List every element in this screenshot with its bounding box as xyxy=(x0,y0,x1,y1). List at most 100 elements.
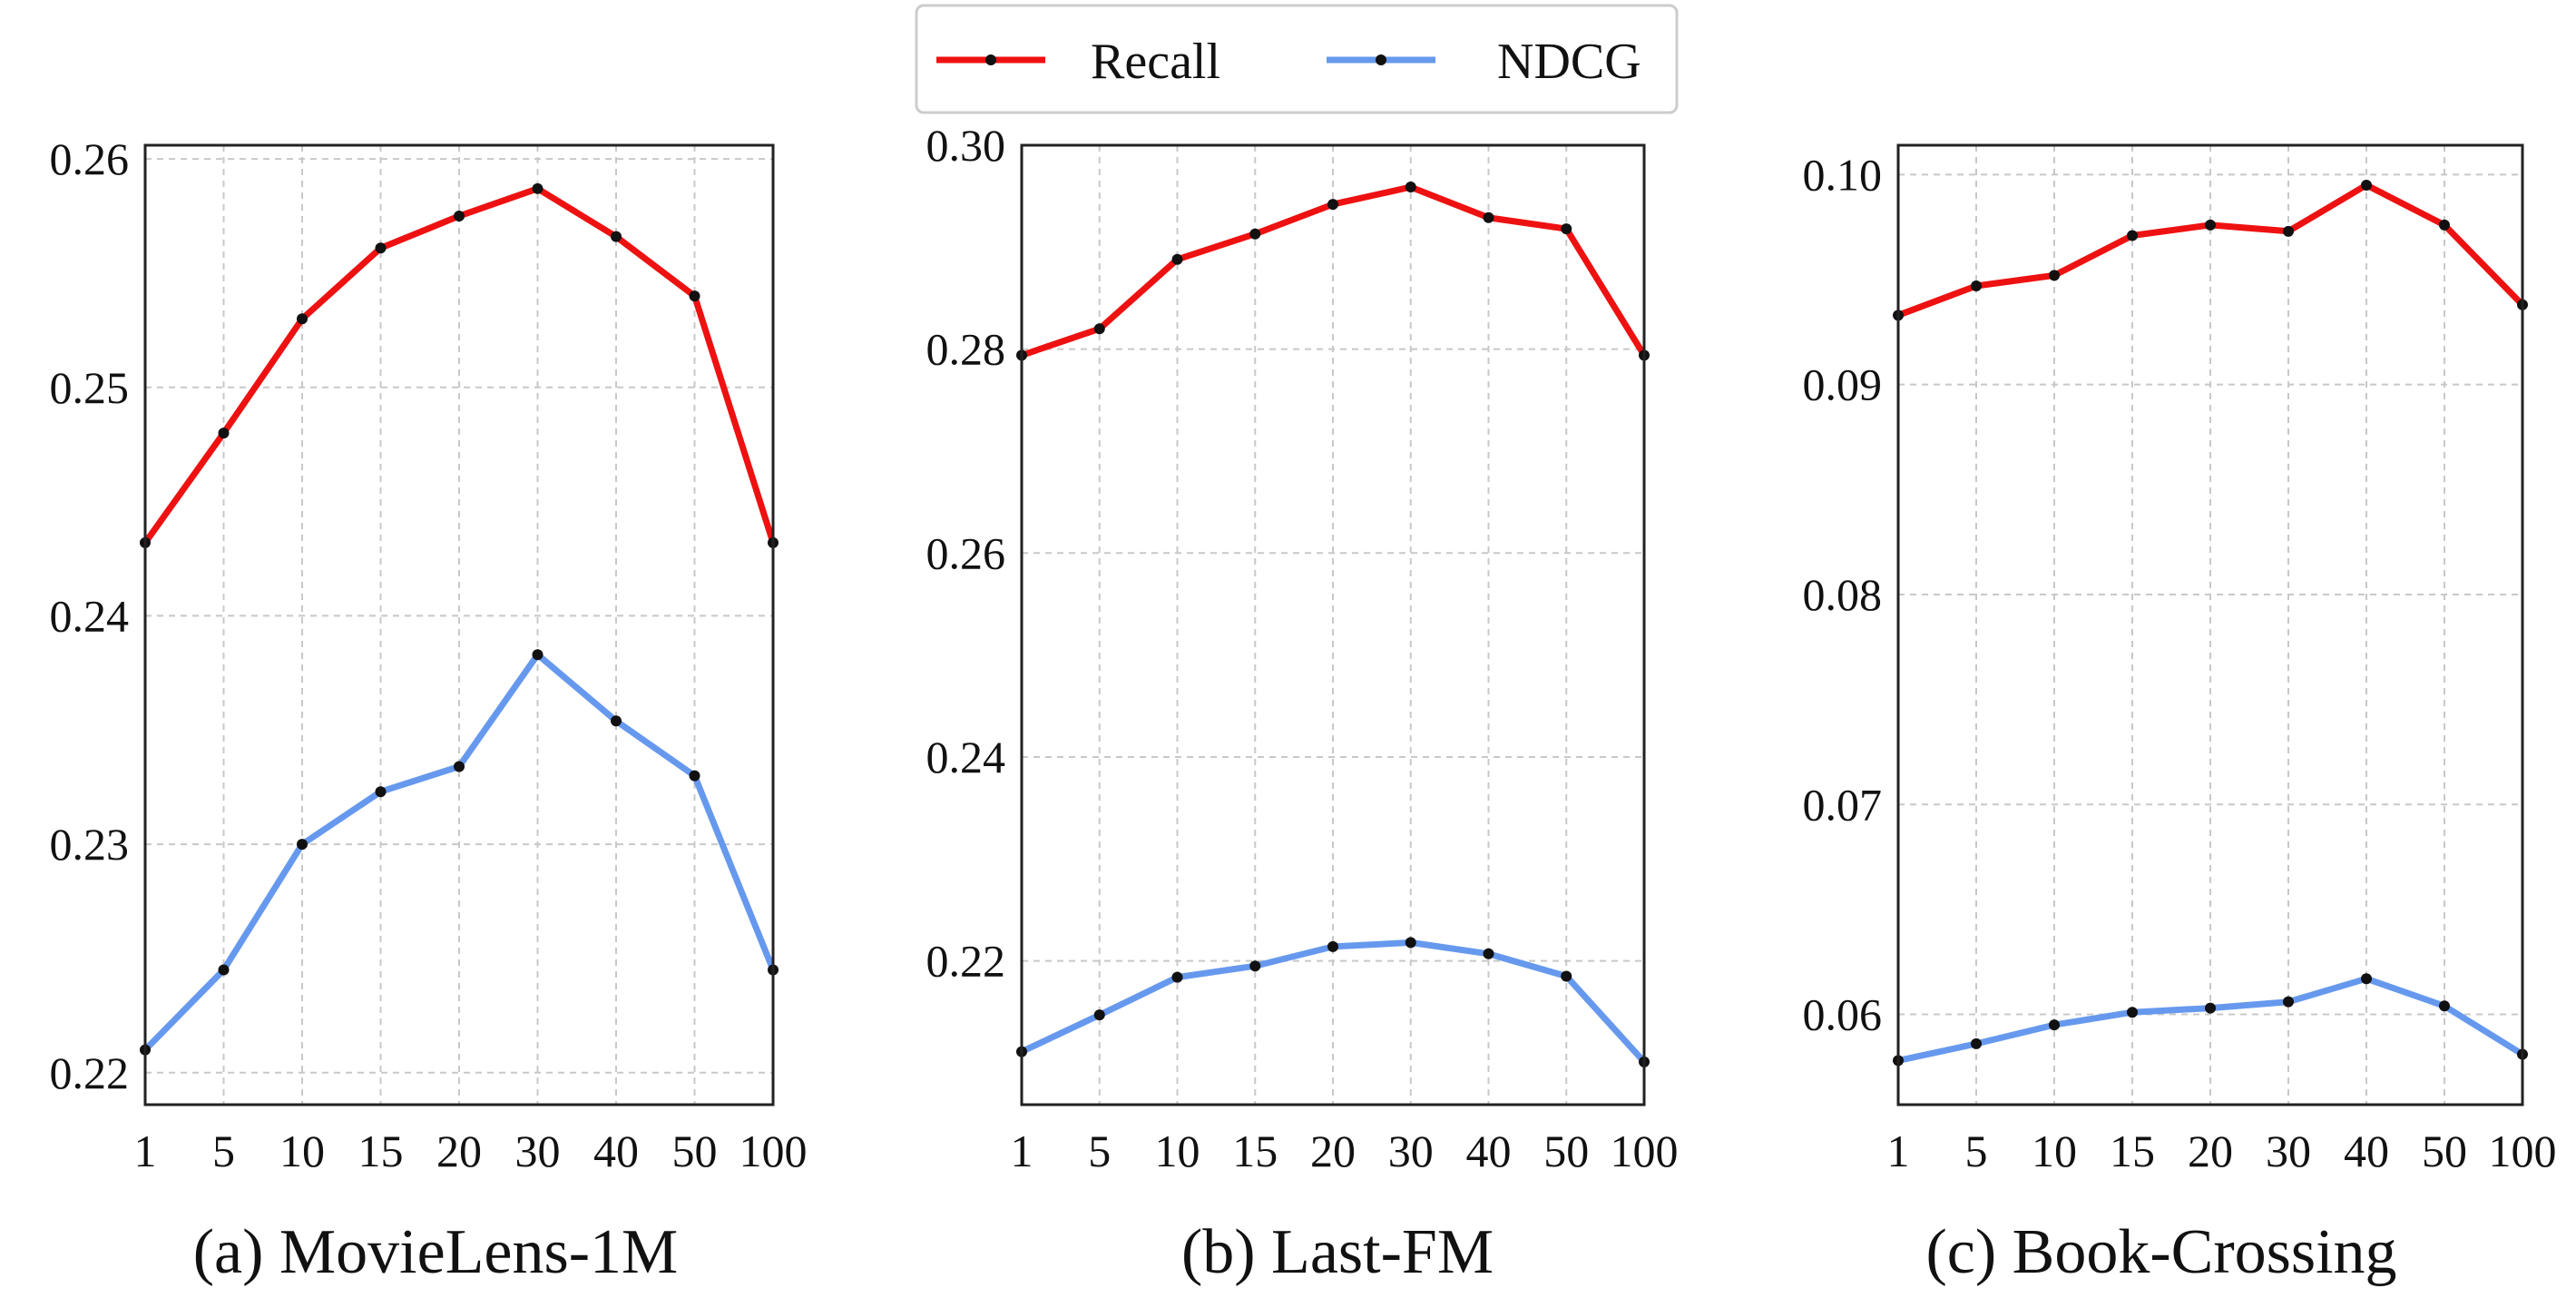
x-tick-label: 5 xyxy=(1965,1126,1988,1176)
ndcg-point xyxy=(297,839,308,851)
x-tick-label: 100 xyxy=(739,1126,808,1176)
y-tick-label: 0.26 xyxy=(926,527,1006,578)
x-tick-label: 20 xyxy=(1310,1126,1356,1176)
y-tick-label: 0.26 xyxy=(50,133,130,184)
y-tick-label: 0.24 xyxy=(50,590,130,641)
x-tick-label: 1 xyxy=(134,1126,157,1176)
x-tick-label: 1 xyxy=(1011,1126,1033,1176)
x-tick-label: 10 xyxy=(279,1126,325,1176)
ndcg-point xyxy=(2049,1019,2060,1031)
recall-line xyxy=(1020,183,1647,359)
recall-point xyxy=(2361,179,2372,191)
recall-point xyxy=(1249,228,1261,240)
ndcg-point xyxy=(2439,1000,2450,1012)
recall-point xyxy=(532,182,544,194)
y-tick-label: 0.28 xyxy=(926,324,1006,375)
recall-point xyxy=(1405,182,1416,193)
legend-recall-marker xyxy=(985,54,996,65)
x-tick-label: 40 xyxy=(2344,1126,2389,1176)
y-tick-label: 0.09 xyxy=(1803,359,1883,410)
x-tick-label: 30 xyxy=(515,1126,561,1176)
x-tick-label: 50 xyxy=(2422,1126,2467,1176)
x-tick-label: 50 xyxy=(672,1126,718,1176)
panel-bookcrossing: 0.060.070.080.090.101 5 10 15 20 30 40 50 100(c)… xyxy=(1803,143,2557,1287)
axes-frame xyxy=(1020,143,1646,1106)
ndcg-point xyxy=(1249,960,1261,972)
x-tick-label: 1 xyxy=(1887,1126,1910,1176)
x-tick-label: 100 xyxy=(1611,1126,1679,1176)
x-tick-label: 20 xyxy=(2188,1126,2233,1176)
ndcg-point xyxy=(689,770,700,782)
recall-point xyxy=(1327,199,1338,211)
recall-point xyxy=(1971,280,1982,291)
x-tick-label: 15 xyxy=(1232,1126,1278,1176)
recall-point xyxy=(454,211,465,222)
y-tick-label: 0.25 xyxy=(50,362,130,413)
x-tick-label: 20 xyxy=(436,1126,482,1176)
recall-point xyxy=(689,290,700,302)
ndcg-point xyxy=(218,964,230,976)
recall-point xyxy=(297,313,308,325)
axes-frame xyxy=(143,143,775,1106)
y-tick-label: 0.06 xyxy=(1803,989,1883,1040)
ndcg-point xyxy=(2361,973,2372,985)
recall-point xyxy=(1483,211,1494,223)
y-tick-label: 0.24 xyxy=(926,732,1006,782)
caption-movielens: (a) MovieLens-1M xyxy=(193,1217,679,1287)
y-tick-label: 0.23 xyxy=(50,819,130,870)
recall-point xyxy=(2049,270,2060,281)
y-tick-label: 0.07 xyxy=(1803,779,1883,830)
y-tick-label: 0.10 xyxy=(1803,149,1883,200)
x-tick-label: 30 xyxy=(2266,1126,2311,1176)
x-tick-label: 100 xyxy=(2489,1126,2557,1176)
x-tick-label: 5 xyxy=(1088,1126,1111,1176)
recall-point xyxy=(2127,230,2138,241)
ndcg-point xyxy=(2205,1002,2216,1014)
ndcg-point xyxy=(1561,970,1572,982)
ndcg-point xyxy=(532,649,544,661)
x-tick-label: 40 xyxy=(593,1126,639,1176)
recall-point xyxy=(218,428,230,439)
legend: Recall NDCG xyxy=(915,4,1679,114)
recall-point xyxy=(611,231,622,242)
x-tick-label: 15 xyxy=(358,1126,404,1176)
recall-point xyxy=(2439,219,2450,231)
panel-lastfm: 0.220.240.260.280.301 5 10 15 20 30 40 50 100(b)… xyxy=(926,120,1679,1287)
recall-point xyxy=(375,242,387,254)
ndcg-point xyxy=(1405,937,1416,949)
caption-lastfm: (b) Last-FM xyxy=(1181,1217,1494,1287)
x-tick-label: 10 xyxy=(1155,1126,1200,1176)
ndcg-point xyxy=(2127,1007,2138,1018)
ndcg-point xyxy=(1971,1038,1982,1049)
x-tick-label: 40 xyxy=(1466,1126,1512,1176)
recall-point xyxy=(2205,219,2216,231)
caption-bookcrossing: (c) Book-Crossing xyxy=(1925,1217,2396,1287)
recall-point xyxy=(1171,253,1183,265)
x-tick-label: 5 xyxy=(212,1126,235,1176)
y-tick-label: 0.22 xyxy=(926,936,1006,987)
ndcg-point xyxy=(454,761,465,772)
x-tick-label: 50 xyxy=(1543,1126,1589,1176)
panel-movielens: 0.220.230.240.250.261 5 10 15 20 30 40 50 100(a)… xyxy=(50,133,808,1287)
recall-point xyxy=(2283,225,2294,237)
y-tick-label: 0.22 xyxy=(50,1047,130,1098)
ndcg-point xyxy=(1327,940,1338,952)
ndcg-point xyxy=(2283,996,2294,1008)
recall-point xyxy=(1093,323,1105,335)
legend-ndcg-label: NDCG xyxy=(1497,34,1641,90)
y-tick-label: 0.08 xyxy=(1803,569,1883,620)
y-tick-label: 0.30 xyxy=(926,120,1006,171)
legend-recall-label: Recall xyxy=(1091,34,1220,90)
axes-frame xyxy=(1896,143,2524,1106)
legend-box xyxy=(915,4,1679,114)
ndcg-point xyxy=(1093,1009,1105,1021)
x-tick-label: 15 xyxy=(2110,1126,2155,1176)
recall-point xyxy=(1561,223,1572,235)
x-tick-label: 10 xyxy=(2032,1126,2077,1176)
legend-ndcg-marker xyxy=(1376,54,1386,65)
ndcg-point xyxy=(375,786,387,798)
ndcg-point xyxy=(1171,971,1183,983)
ndcg-point xyxy=(1483,948,1494,959)
ndcg-point xyxy=(611,715,622,727)
